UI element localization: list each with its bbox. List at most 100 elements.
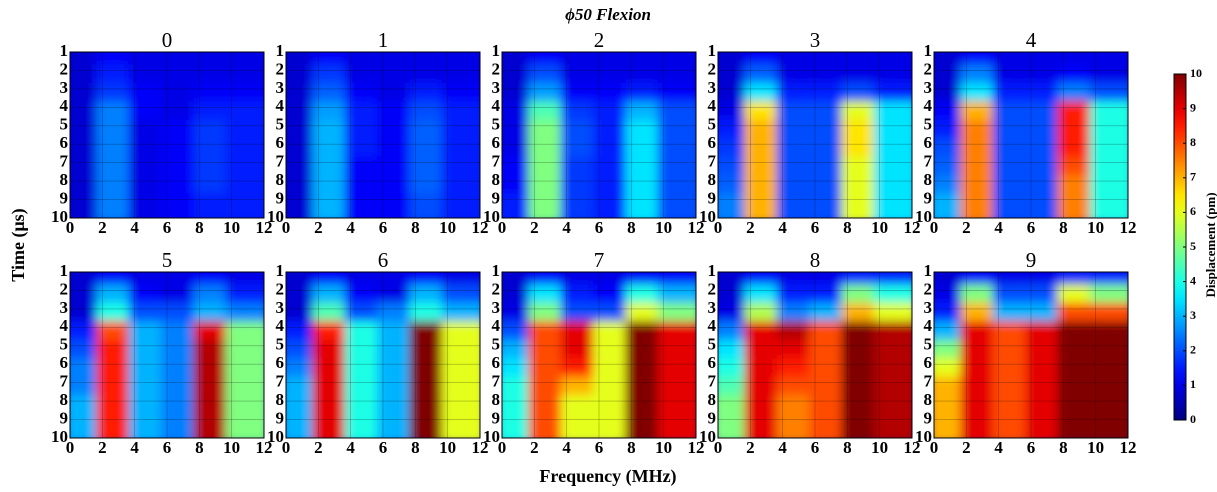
y-tick-label: 5 bbox=[276, 335, 285, 354]
y-tick-label: 10 bbox=[915, 207, 932, 226]
x-tick-label: 6 bbox=[811, 218, 820, 237]
x-tick-label: 4 bbox=[130, 438, 139, 457]
colorbar-tick-label: 3 bbox=[1190, 308, 1196, 322]
x-tick-label: 12 bbox=[1120, 438, 1137, 457]
plot-frame bbox=[69, 51, 265, 219]
y-tick-label: 7 bbox=[924, 372, 933, 391]
heatmap-cell bbox=[657, 413, 696, 438]
x-tick-label: 10 bbox=[871, 438, 888, 457]
heatmap-cell bbox=[225, 413, 264, 438]
x-tick-label: 2 bbox=[530, 438, 539, 457]
panel bbox=[718, 52, 912, 218]
panel bbox=[70, 52, 264, 218]
y-tick-label: 2 bbox=[924, 279, 933, 298]
y-tick-label: 5 bbox=[492, 335, 501, 354]
y-tick-label: 8 bbox=[60, 170, 69, 189]
y-tick-label: 3 bbox=[492, 298, 501, 317]
x-tick-label: 10 bbox=[439, 218, 456, 237]
heatmap-cell bbox=[657, 193, 696, 218]
x-tick-label: 4 bbox=[562, 438, 571, 457]
y-tick-label: 1 bbox=[708, 41, 717, 60]
colorbar-tick-label: 1 bbox=[1190, 377, 1196, 391]
x-tick-label: 2 bbox=[530, 218, 539, 237]
x-tick-label: 10 bbox=[1087, 438, 1104, 457]
heatmap-cell bbox=[873, 193, 912, 218]
y-tick-label: 7 bbox=[492, 372, 501, 391]
x-tick-label: 8 bbox=[1059, 438, 1068, 457]
plot-frame bbox=[933, 51, 1129, 219]
y-tick-label: 3 bbox=[924, 298, 933, 317]
x-tick-label: 8 bbox=[627, 438, 636, 457]
panel bbox=[718, 272, 912, 438]
x-tick-label: 0 bbox=[930, 218, 939, 237]
x-tick-label: 2 bbox=[962, 438, 971, 457]
x-tick-label: 2 bbox=[746, 218, 755, 237]
heatmap-cells bbox=[286, 52, 480, 218]
y-tick-label: 6 bbox=[276, 133, 285, 152]
y-tick-label: 7 bbox=[924, 152, 933, 171]
x-tick-label: 10 bbox=[439, 438, 456, 457]
y-tick-label: 6 bbox=[492, 133, 501, 152]
y-tick-label: 6 bbox=[708, 353, 717, 372]
y-tick-label: 10 bbox=[483, 427, 500, 446]
y-tick-label: 3 bbox=[60, 78, 69, 97]
y-tick-label: 8 bbox=[60, 390, 69, 409]
x-tick-label: 0 bbox=[714, 218, 723, 237]
y-tick-label: 6 bbox=[708, 133, 717, 152]
y-tick-label: 8 bbox=[924, 390, 933, 409]
plot-frame bbox=[285, 271, 481, 439]
y-tick-label: 9 bbox=[60, 188, 69, 207]
y-tick-label: 7 bbox=[60, 152, 69, 171]
y-tick-label: 5 bbox=[492, 115, 501, 134]
plot-frame bbox=[717, 271, 913, 439]
x-tick-label: 2 bbox=[98, 438, 107, 457]
y-tick-label: 2 bbox=[708, 59, 717, 78]
heatmap-cells bbox=[718, 52, 912, 218]
x-tick-label: 6 bbox=[1027, 218, 1036, 237]
panel-title: 1 bbox=[378, 28, 389, 52]
x-tick-label: 4 bbox=[994, 438, 1003, 457]
y-tick-label: 10 bbox=[483, 207, 500, 226]
x-tick-label: 12 bbox=[472, 218, 489, 237]
x-tick-label: 6 bbox=[595, 218, 604, 237]
panel-title: 6 bbox=[378, 248, 389, 272]
x-tick-label: 10 bbox=[655, 218, 672, 237]
y-tick-label: 10 bbox=[915, 427, 932, 446]
y-tick-label: 3 bbox=[276, 298, 285, 317]
y-tick-label: 5 bbox=[924, 115, 933, 134]
y-tick-label: 9 bbox=[276, 408, 285, 427]
panel-title: 9 bbox=[1026, 248, 1037, 272]
colorbar-tick-label: 5 bbox=[1190, 239, 1196, 253]
heatmap-cell bbox=[225, 193, 264, 218]
y-tick-label: 1 bbox=[276, 261, 285, 280]
heatmap-cells bbox=[718, 272, 912, 438]
y-tick-label: 9 bbox=[276, 188, 285, 207]
x-tick-label: 4 bbox=[778, 218, 787, 237]
y-tick-label: 2 bbox=[492, 279, 501, 298]
y-tick-label: 1 bbox=[492, 41, 501, 60]
x-tick-label: 10 bbox=[223, 438, 240, 457]
y-tick-label: 5 bbox=[708, 335, 717, 354]
x-tick-label: 2 bbox=[314, 438, 323, 457]
x-tick-label: 0 bbox=[282, 438, 291, 457]
y-tick-label: 6 bbox=[924, 133, 933, 152]
x-tick-label: 0 bbox=[66, 218, 75, 237]
y-tick-label: 7 bbox=[492, 152, 501, 171]
x-tick-label: 12 bbox=[904, 218, 921, 237]
x-tick-label: 2 bbox=[962, 218, 971, 237]
y-tick-label: 2 bbox=[492, 59, 501, 78]
y-tick-label: 1 bbox=[60, 261, 69, 280]
heatmap-cells bbox=[502, 272, 696, 438]
heatmap-cells bbox=[286, 272, 480, 438]
plot-frame bbox=[933, 271, 1129, 439]
x-tick-label: 0 bbox=[930, 438, 939, 457]
heatmap-cell bbox=[441, 193, 480, 218]
y-tick-label: 9 bbox=[492, 188, 501, 207]
colorbar-tick-label: 7 bbox=[1190, 170, 1196, 184]
x-tick-label: 2 bbox=[314, 218, 323, 237]
colorbar-tick-label: 0 bbox=[1190, 412, 1196, 426]
x-axis-label: Frequency (MHz) bbox=[539, 466, 676, 487]
panel bbox=[934, 52, 1128, 218]
y-tick-label: 9 bbox=[708, 188, 717, 207]
x-tick-label: 0 bbox=[714, 438, 723, 457]
